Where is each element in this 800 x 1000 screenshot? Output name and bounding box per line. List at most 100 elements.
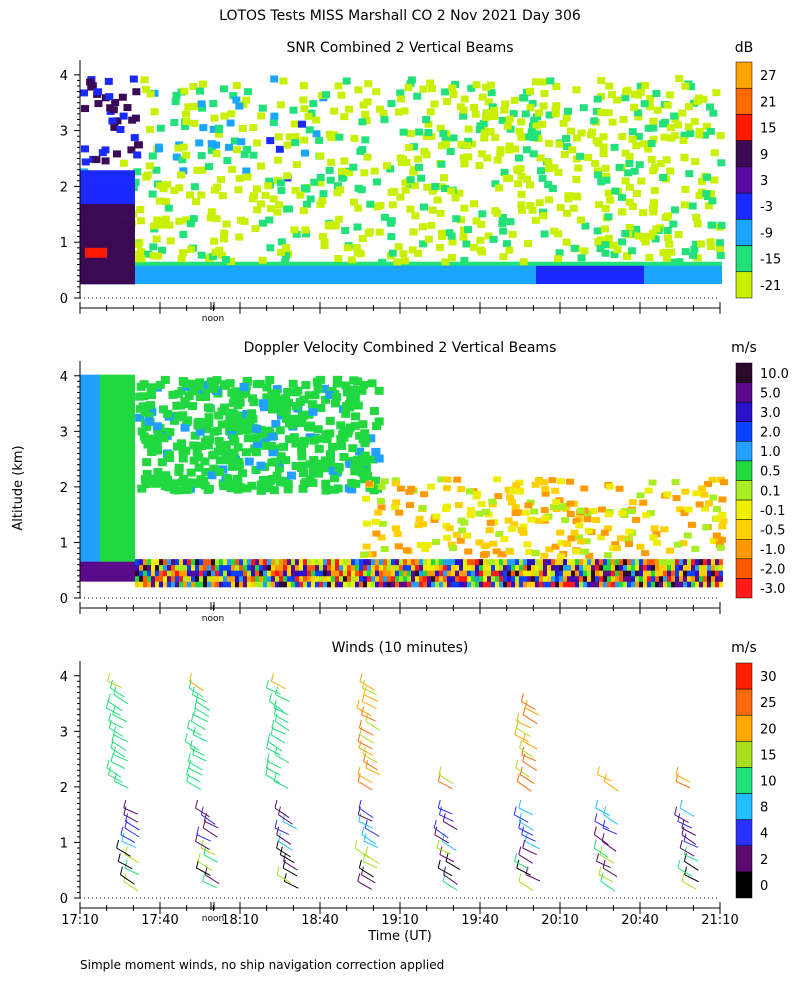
doppler-cell	[120, 408, 125, 415]
doppler-cell	[142, 469, 152, 478]
snr-cell	[405, 181, 414, 189]
doppler-cell	[395, 575, 399, 582]
wind-barb	[359, 727, 374, 736]
snr-colorbar-unit: dB	[735, 40, 754, 56]
doppler-cell	[556, 529, 565, 536]
snr-cell	[230, 137, 239, 145]
snr-cell	[704, 264, 710, 285]
doppler-cell	[455, 570, 459, 577]
snr-cell	[531, 216, 540, 224]
snr-cell	[691, 158, 700, 166]
snr-cell	[398, 264, 404, 285]
snr-cell	[100, 170, 105, 178]
snr-cell	[446, 264, 452, 285]
doppler-cell	[471, 559, 475, 566]
snr-cell	[95, 263, 100, 271]
wind-barb	[681, 827, 697, 836]
snr-cell	[702, 122, 711, 130]
snr-cell	[674, 264, 680, 285]
doppler-cell	[90, 454, 95, 462]
snr-cell	[350, 264, 356, 285]
wind-barb-staff	[108, 713, 112, 722]
doppler-cell	[110, 381, 115, 389]
doppler-cell	[183, 559, 187, 566]
snr-cell	[300, 184, 309, 192]
snr-cell	[675, 258, 684, 266]
wind-barb-staff	[513, 806, 517, 815]
doppler-cell	[339, 570, 343, 577]
wind-barb-staff	[187, 753, 191, 762]
doppler-cell	[85, 428, 90, 435]
doppler-cell	[223, 575, 227, 582]
doppler-cell	[659, 559, 663, 566]
doppler-cell	[278, 395, 288, 404]
doppler-cell	[636, 492, 645, 499]
doppler-cell	[243, 564, 247, 571]
doppler-cell	[327, 581, 331, 588]
doppler-cell	[251, 564, 255, 571]
doppler-cell	[135, 392, 145, 401]
doppler-cell	[267, 389, 277, 398]
doppler-cell	[559, 564, 563, 571]
doppler-cell	[125, 534, 130, 542]
doppler-cell	[110, 521, 115, 529]
snr-cell	[90, 257, 95, 265]
wind-barb	[674, 814, 689, 824]
snr-cell	[569, 204, 578, 212]
snr-cell	[188, 261, 194, 266]
doppler-cell	[299, 570, 303, 577]
doppler-cell	[90, 441, 95, 449]
snr-cell	[451, 80, 460, 88]
snr-cell	[266, 264, 272, 285]
doppler-cell	[171, 581, 175, 588]
snr-cell	[416, 264, 422, 285]
doppler-cell	[247, 409, 257, 418]
doppler-cell	[271, 564, 275, 571]
colorbar-label: -3	[760, 200, 773, 215]
colorbar-label: -21	[760, 279, 781, 294]
doppler-cell	[248, 394, 258, 403]
snr-cell	[229, 92, 238, 100]
snr-cell	[175, 184, 184, 192]
wind-barb	[204, 874, 220, 885]
snr-cell	[614, 261, 620, 266]
doppler-cell	[115, 494, 120, 502]
doppler-cell	[611, 541, 620, 548]
colorbar-swatch	[735, 578, 753, 599]
snr-cell	[706, 103, 715, 111]
snr-cell	[254, 261, 260, 266]
snr-cell	[132, 88, 141, 96]
wind-barb-staff	[274, 713, 278, 722]
snr-cell	[566, 264, 572, 285]
doppler-cell	[115, 574, 120, 582]
doppler-cell	[695, 570, 699, 577]
doppler-cell	[100, 454, 105, 462]
colorbar-label: 8	[760, 801, 768, 816]
wind-barb	[362, 700, 377, 709]
snr-cell	[345, 169, 354, 177]
wind-barb-staff	[106, 759, 110, 769]
snr-cell	[221, 256, 230, 264]
snr-cell	[362, 264, 368, 285]
doppler-cell	[623, 575, 627, 582]
doppler-cell	[80, 574, 85, 582]
snr-cell	[257, 112, 266, 120]
doppler-cell	[491, 575, 495, 582]
snr-cell	[334, 254, 343, 262]
doppler-cell	[350, 412, 360, 421]
doppler-cell	[624, 537, 633, 544]
snr-cell	[368, 264, 374, 285]
wind-barb	[106, 767, 122, 778]
doppler-cell	[110, 561, 115, 569]
snr-cell	[248, 264, 254, 285]
wind-barb-staff	[276, 839, 280, 849]
snr-cell	[550, 164, 559, 172]
snr-cell	[710, 264, 716, 285]
doppler-cell	[719, 559, 723, 566]
doppler-cell	[110, 514, 115, 522]
y-tick-label: 0	[60, 892, 68, 907]
doppler-cell	[235, 575, 239, 582]
snr-cell	[297, 120, 306, 128]
doppler-cell	[519, 581, 523, 588]
